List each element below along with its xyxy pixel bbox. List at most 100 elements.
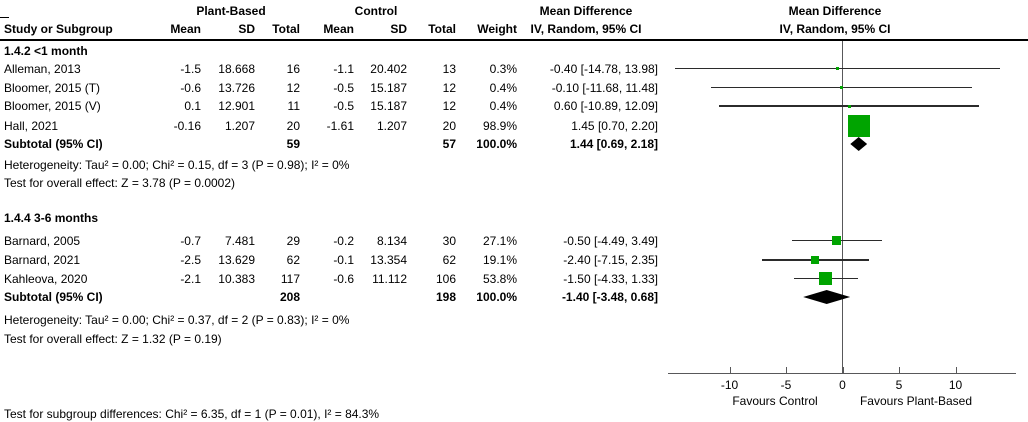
effect-square xyxy=(839,86,843,89)
subtotal-diamond xyxy=(803,290,851,304)
sd1-cell: 1.207 xyxy=(224,118,255,133)
subtotal-label: Subtotal (95% CI) xyxy=(4,290,103,304)
subtotal-label: Subtotal (95% CI) xyxy=(4,137,103,151)
subtotal-diamond xyxy=(850,137,868,151)
study-name: Barnard, 2021 xyxy=(4,253,81,267)
weight-cell: 0.4% xyxy=(489,80,517,95)
sd1-column-header: SD xyxy=(238,22,255,36)
weight-cell: 0.4% xyxy=(489,99,517,113)
ci-text-cell: -1.40 [-3.48, 0.68] xyxy=(561,290,658,304)
effect-square xyxy=(832,236,842,245)
mean2-cell: -1.61 xyxy=(326,118,354,133)
subgroup-label: 1.4.2 <1 month xyxy=(4,44,88,58)
sd1-cell: 13.629 xyxy=(218,253,255,267)
total1-cell: 208 xyxy=(279,290,300,304)
weight-column-header: Weight xyxy=(477,22,517,36)
weight-cell: 100.0% xyxy=(476,137,517,151)
favours-left-label: Favours Control xyxy=(732,394,818,408)
mean1-cell: -0.6 xyxy=(180,80,201,95)
sd2-cell: 8.134 xyxy=(376,233,407,248)
study-name: Bloomer, 2015 (V) xyxy=(4,99,101,113)
sd1-cell: 7.481 xyxy=(224,233,255,248)
mean1-cell: -0.7 xyxy=(180,233,201,248)
zero-line xyxy=(842,41,844,373)
x-axis-tick-label: -5 xyxy=(780,378,792,392)
x-axis-tick xyxy=(899,367,901,373)
group2-header: Control xyxy=(354,4,398,18)
mean2-cell: -0.5 xyxy=(333,80,354,95)
effect-square xyxy=(811,256,820,264)
weight-cell: 0.3% xyxy=(489,61,517,76)
subgroup-label: 1.4.4 3-6 months xyxy=(4,211,99,225)
mean1-cell: -2.1 xyxy=(180,271,201,286)
sd2-cell: 15.187 xyxy=(370,80,407,95)
md-plot-column-title: Mean Difference xyxy=(788,4,882,18)
effect-square xyxy=(819,272,833,285)
total1-cell: 29 xyxy=(286,233,300,248)
x-axis-tick xyxy=(842,367,844,373)
heterogeneity-text: Heterogeneity: Tau² = 0.00; Chi² = 0.37,… xyxy=(4,313,350,327)
total2-cell: 106 xyxy=(435,271,456,286)
weight-cell: 27.1% xyxy=(482,233,517,248)
overall-effect-text: Test for overall effect: Z = 3.78 (P = 0… xyxy=(4,176,236,190)
sd2-cell: 13.354 xyxy=(370,253,407,267)
mean2-cell: -0.6 xyxy=(333,271,354,286)
ci-text-cell: 0.60 [-10.89, 12.09] xyxy=(553,99,658,113)
total2-cell: 12 xyxy=(442,80,456,95)
total2-cell: 20 xyxy=(442,118,456,133)
study-name: Bloomer, 2015 (T) xyxy=(4,80,101,95)
effect-square xyxy=(847,114,870,137)
effect-square xyxy=(836,67,840,70)
total2-cell: 62 xyxy=(442,253,456,267)
total1-cell: 16 xyxy=(286,61,300,76)
weight-cell: 98.9% xyxy=(482,118,517,133)
sd1-cell: 10.383 xyxy=(218,271,255,286)
md-text-column-title: Mean Difference xyxy=(539,4,633,18)
subgroup-differences-test: Test for subgroup differences: Chi² = 6.… xyxy=(4,407,380,421)
mean1-cell: -1.5 xyxy=(180,61,201,76)
heterogeneity-text: Heterogeneity: Tau² = 0.00; Chi² = 0.15,… xyxy=(4,158,350,172)
total2-cell: 12 xyxy=(442,99,456,113)
x-axis-tick-label: 5 xyxy=(895,378,903,392)
ci-text-cell: 1.44 [0.69, 2.18] xyxy=(569,137,658,151)
mean2-column-header: Mean xyxy=(323,22,354,36)
total2-cell: 30 xyxy=(442,233,456,248)
sd2-cell: 15.187 xyxy=(370,99,407,113)
mean1-cell: -2.5 xyxy=(180,253,201,267)
weight-cell: 53.8% xyxy=(482,271,517,286)
total1-cell: 59 xyxy=(286,137,300,151)
sd2-column-header: SD xyxy=(390,22,407,36)
study-name: Barnard, 2005 xyxy=(4,233,81,248)
sd2-cell: 1.207 xyxy=(376,118,407,133)
sd2-cell: 11.112 xyxy=(372,271,407,286)
sd1-cell: 13.726 xyxy=(218,80,255,95)
favours-right-label: Favours Plant-Based xyxy=(859,394,973,408)
ci-text-cell: -1.50 [-4.33, 1.33] xyxy=(563,271,658,286)
mean2-cell: -1.1 xyxy=(333,61,354,76)
x-axis-tick-label: 10 xyxy=(948,378,963,392)
x-axis-line xyxy=(668,372,1016,374)
total1-cell: 117 xyxy=(280,271,300,286)
weight-cell: 19.1% xyxy=(482,253,517,267)
effect-square xyxy=(847,104,851,108)
sd1-cell: 12.901 xyxy=(218,99,255,113)
mean1-column-header: Mean xyxy=(170,22,201,36)
total1-column-header: Total xyxy=(272,22,300,36)
ci-text-column-header: IV, Random, 95% CI xyxy=(530,22,642,36)
sd2-cell: 20.402 xyxy=(370,61,407,76)
x-axis-tick xyxy=(955,367,957,373)
weight-cell: 100.0% xyxy=(476,290,517,304)
x-axis-tick-label: 0 xyxy=(839,378,846,392)
ci-text-cell: 1.45 [0.70, 2.20] xyxy=(571,118,658,133)
x-axis-tick xyxy=(786,367,788,373)
header-border-fragment xyxy=(0,17,9,18)
sd1-cell: 18.668 xyxy=(218,61,255,76)
total1-cell: 11 xyxy=(287,99,300,113)
ci-text-cell: -2.40 [-7.15, 2.35] xyxy=(563,253,658,267)
total2-cell: 198 xyxy=(435,290,456,304)
group1-header: Plant-Based xyxy=(196,4,266,18)
ci-text-cell: -0.10 [-11.68, 11.48] xyxy=(551,80,658,95)
total1-cell: 62 xyxy=(286,253,300,267)
mean2-cell: -0.2 xyxy=(333,233,354,248)
